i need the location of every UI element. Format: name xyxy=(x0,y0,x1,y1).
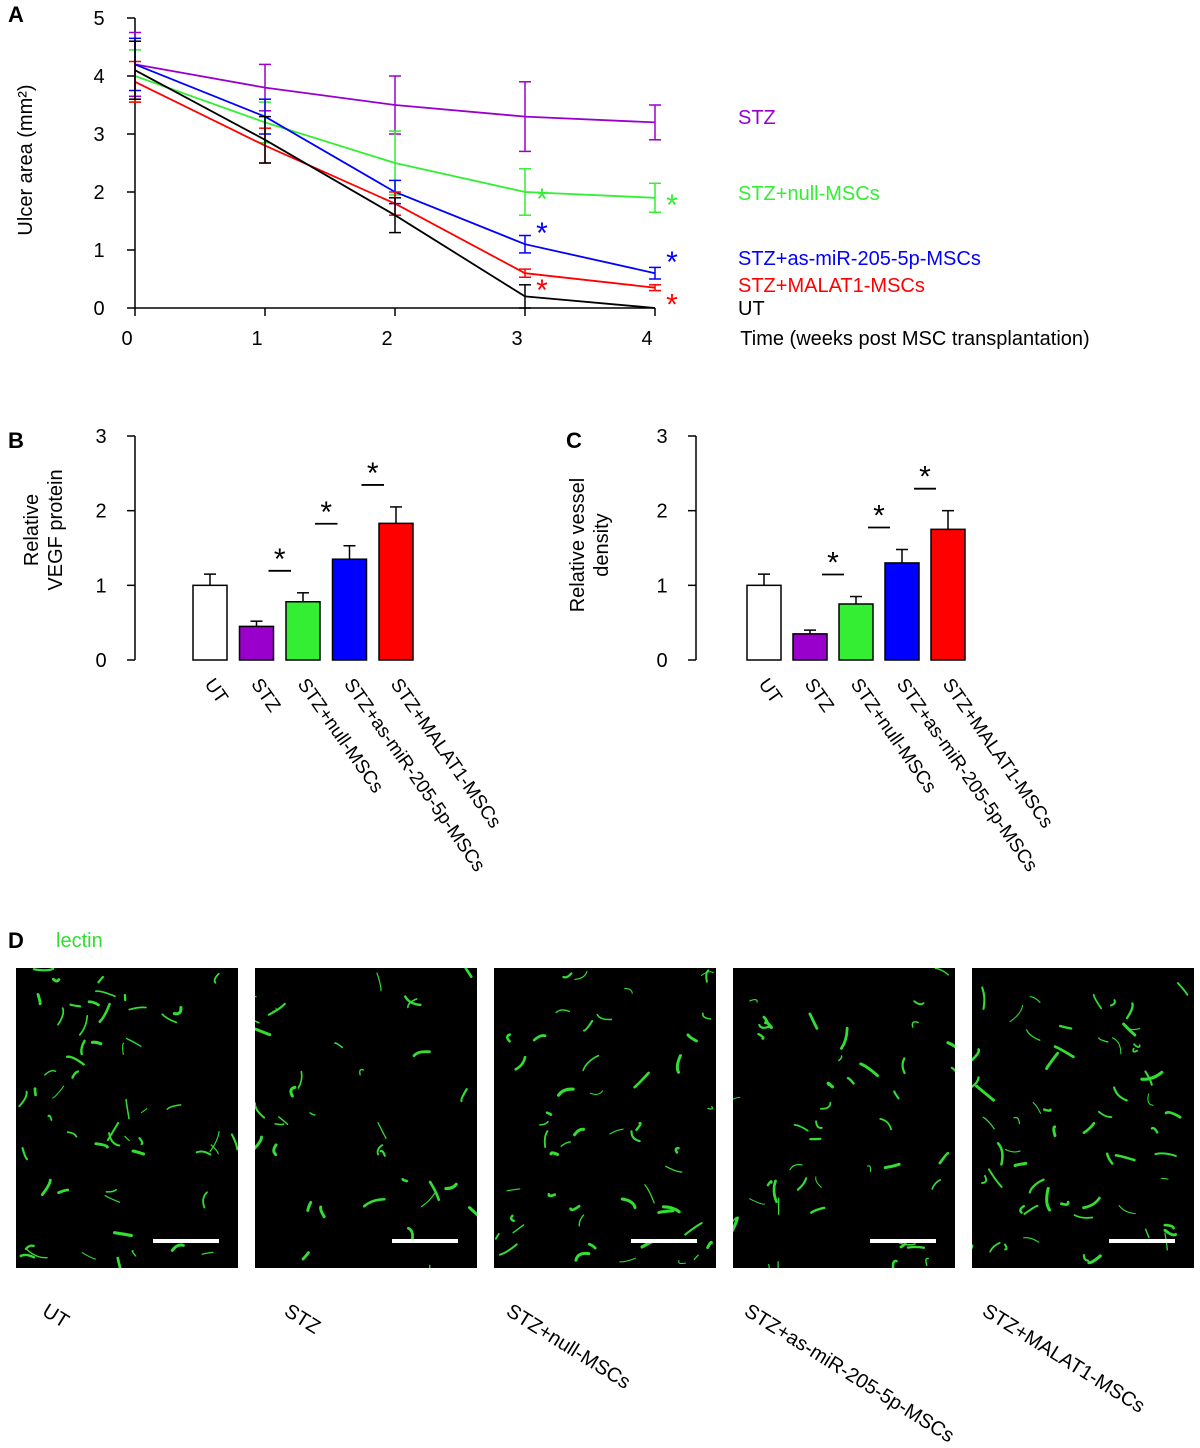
y-axis-title: density xyxy=(591,513,613,576)
bar xyxy=(285,601,321,661)
legend-label: STZ+as-miR-205-5p-MSCs xyxy=(738,248,981,270)
category-label: UT xyxy=(200,675,232,708)
vessel-stain xyxy=(733,968,955,1268)
y-tick-label: 3 xyxy=(95,426,106,448)
category-label: STZ xyxy=(800,675,838,717)
bar xyxy=(192,584,228,661)
bar xyxy=(238,625,275,661)
y-tick-label: 2 xyxy=(95,501,106,523)
y-axis-title: VEGF protein xyxy=(45,469,67,590)
micrograph-ut xyxy=(16,968,238,1268)
y-axis-title: Ulcer area (mm²) xyxy=(15,84,37,235)
significance-star: * xyxy=(919,461,931,494)
micrograph-stz-null-mscs xyxy=(494,968,716,1268)
panel-letter-b: B xyxy=(8,428,24,453)
category-label: STZ+null-MSCs xyxy=(846,675,940,797)
significance-star: * xyxy=(536,274,548,307)
panel-letter-d: D xyxy=(8,928,24,953)
image-label-stz-as-mir-205-5p-mscs: STZ+as-miR-205-5p-MSCs xyxy=(740,1300,958,1448)
x-tick-label: 1 xyxy=(251,328,262,350)
y-tick-label: 4 xyxy=(93,66,104,88)
significance-star: * xyxy=(666,189,678,222)
bar xyxy=(838,603,874,661)
legend-label: UT xyxy=(738,298,765,320)
panel-letter-a: A xyxy=(8,2,24,27)
vessel-stain xyxy=(494,969,714,1265)
y-axis-title: Relative vessel xyxy=(567,478,589,613)
category-label: UT xyxy=(754,675,786,708)
bar xyxy=(792,633,828,661)
bar xyxy=(378,522,414,661)
significance-star: * xyxy=(873,499,885,532)
y-tick-label: 2 xyxy=(93,182,104,204)
figure-charts: A B C 0 1 2 3 4 5 0 1 2 3 4 Time (weeks post MSC trans… xyxy=(8,2,1090,876)
bar xyxy=(746,584,782,661)
x-tick-label: 2 xyxy=(381,328,392,350)
y-tick-label: 3 xyxy=(93,124,104,146)
stain-label: lectin xyxy=(56,930,103,952)
y-tick-label: 3 xyxy=(656,426,667,448)
significance-star: * xyxy=(320,496,332,529)
x-tick-label: 0 xyxy=(121,328,132,350)
x-tick-label: 4 xyxy=(641,328,652,350)
significance-star: * xyxy=(536,183,548,216)
category-label: STZ+null-MSCs xyxy=(293,675,387,797)
scale-bar xyxy=(631,1239,697,1243)
significance-star: * xyxy=(274,543,286,576)
bar xyxy=(331,558,368,661)
significance-star: * xyxy=(367,457,379,490)
significance-star: * xyxy=(827,547,839,580)
bar xyxy=(884,562,920,661)
y-tick-label: 0 xyxy=(93,298,104,320)
scale-bar xyxy=(870,1239,936,1243)
y-tick-label: 2 xyxy=(656,501,667,523)
scale-bar xyxy=(392,1239,458,1243)
y-tick-label: 1 xyxy=(656,575,667,597)
panel-letter-c: C xyxy=(566,428,582,453)
legend-label: STZ+MALAT1-MSCs xyxy=(738,275,925,297)
bar xyxy=(930,528,966,661)
y-tick-label: 5 xyxy=(93,8,104,30)
vessel-stain xyxy=(18,968,238,1268)
image-label-stz-malat1-mscs: STZ+MALAT1-MSCs xyxy=(978,1300,1149,1418)
scale-bar xyxy=(153,1239,219,1243)
image-label-stz: STZ xyxy=(280,1300,325,1339)
y-axis-title: Relative xyxy=(21,494,43,566)
category-label: STZ xyxy=(246,675,284,717)
significance-star: * xyxy=(536,217,548,250)
x-axis-title: Time (weeks post MSC transplantation) xyxy=(740,328,1089,350)
image-label-stz-null-mscs: STZ+null-MSCs xyxy=(502,1300,635,1394)
legend-label: STZ xyxy=(738,107,776,129)
vessel-stain xyxy=(972,982,1189,1265)
significance-star: * xyxy=(666,289,678,322)
image-label-ut: UT xyxy=(38,1300,73,1333)
micrograph-stz xyxy=(255,968,477,1268)
micrograph-stz-malat1-mscs xyxy=(972,968,1194,1268)
y-tick-label: 1 xyxy=(93,240,104,262)
micrograph-stz-as-mir-205-5p-mscs xyxy=(733,968,955,1268)
legend-label: STZ+null-MSCs xyxy=(738,183,880,205)
significance-star: * xyxy=(666,246,678,279)
x-tick-label: 3 xyxy=(511,328,522,350)
y-tick-label: 1 xyxy=(95,575,106,597)
vessel-stain xyxy=(255,968,477,1268)
scale-bar xyxy=(1109,1239,1175,1243)
y-tick-label: 0 xyxy=(656,650,667,672)
y-tick-label: 0 xyxy=(95,650,106,672)
